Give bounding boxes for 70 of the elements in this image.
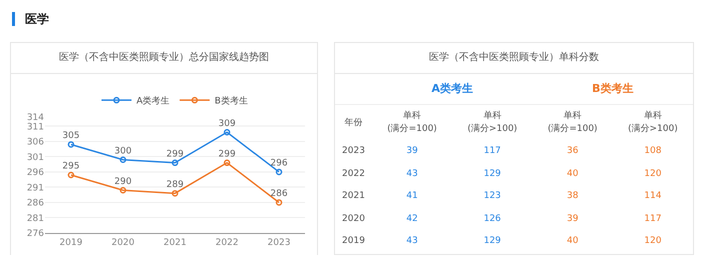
data-label: 108 <box>643 145 662 158</box>
data-label: 295 <box>62 162 80 172</box>
data-label: 117 <box>643 212 662 226</box>
y-tick-label: 296 <box>26 168 44 178</box>
data-label: 40 <box>566 168 580 181</box>
x-tick-label: 单科 (满分>100) <box>466 110 518 136</box>
x-tick-label: 2023 <box>268 238 290 248</box>
y-tick-label: 314 <box>26 113 44 124</box>
point <box>224 160 230 166</box>
chart-title: 医学（不含中医类照顾专业）单科分数 <box>335 43 693 74</box>
point <box>68 141 74 148</box>
text: B类考生 <box>591 81 634 98</box>
data-label: 43 <box>405 168 419 181</box>
data-label: 290 <box>114 176 132 187</box>
y-tick-label: 276 <box>26 229 44 240</box>
y-tick-label: 286 <box>26 198 44 209</box>
y-tick-label: 2023 <box>341 145 366 158</box>
y-tick-label: 311 <box>26 122 44 132</box>
data-label: 305 <box>62 131 80 142</box>
data-label: 41 <box>405 190 419 204</box>
x-tick-label: 单科 (满分=100) <box>386 110 438 136</box>
data-label: 123 <box>482 190 502 204</box>
point <box>172 190 178 197</box>
point <box>120 156 126 163</box>
y-tick-label: 306 <box>26 138 44 148</box>
data-label: 39 <box>566 212 580 226</box>
y-tick-label: 2021 <box>341 190 366 204</box>
data-label: 42 <box>405 212 419 226</box>
y-axis-title: 年份 <box>343 116 364 130</box>
y-tick-label: 301 <box>26 152 44 163</box>
data-label: 117 <box>482 145 502 158</box>
point <box>224 129 230 136</box>
data-label: 36 <box>566 145 580 158</box>
text: 医学 <box>12 12 49 26</box>
point <box>172 160 178 166</box>
point <box>276 199 282 206</box>
point <box>120 187 126 194</box>
data-label: 289 <box>166 180 184 190</box>
text: A类考生 <box>430 81 474 98</box>
data-label: 286 <box>270 189 288 200</box>
data-label: 129 <box>482 168 502 181</box>
data-label: 126 <box>482 212 502 226</box>
y-tick-label: 291 <box>26 183 44 194</box>
x-tick-label: 单科 (满分=100) <box>546 110 598 136</box>
data-label: 38 <box>566 190 580 204</box>
x-tick-label: 2022 <box>216 238 238 248</box>
chart-title: 医学（不含中医类照顾专业）总分国家线趋势图 <box>11 43 317 74</box>
legend-label: A类考生 <box>136 96 170 107</box>
data-label: 39 <box>405 145 419 158</box>
y-tick-label: 281 <box>26 214 44 224</box>
data-label: 300 <box>114 146 132 156</box>
legend-label: B类考生 <box>214 96 248 107</box>
data-label: 299 <box>166 149 184 160</box>
x-tick-label: 单科 (满分>100) <box>626 110 679 136</box>
data-label: 120 <box>643 168 662 181</box>
data-label: 299 <box>218 149 236 160</box>
y-tick-label: 2022 <box>341 168 366 181</box>
x-tick-label: 2019 <box>60 238 83 248</box>
data-label: 40 <box>566 235 580 248</box>
point <box>68 172 74 178</box>
data-label: 129 <box>482 235 502 248</box>
x-tick-label: 2021 <box>164 238 186 248</box>
data-label: 309 <box>218 118 236 129</box>
x-tick-label: 2020 <box>112 238 135 248</box>
data-label: 43 <box>405 235 419 248</box>
point <box>276 168 282 176</box>
data-label: 114 <box>643 190 662 204</box>
data-label: 120 <box>643 235 662 248</box>
y-tick-label: 2020 <box>341 212 366 226</box>
data-label: 296 <box>270 158 288 169</box>
